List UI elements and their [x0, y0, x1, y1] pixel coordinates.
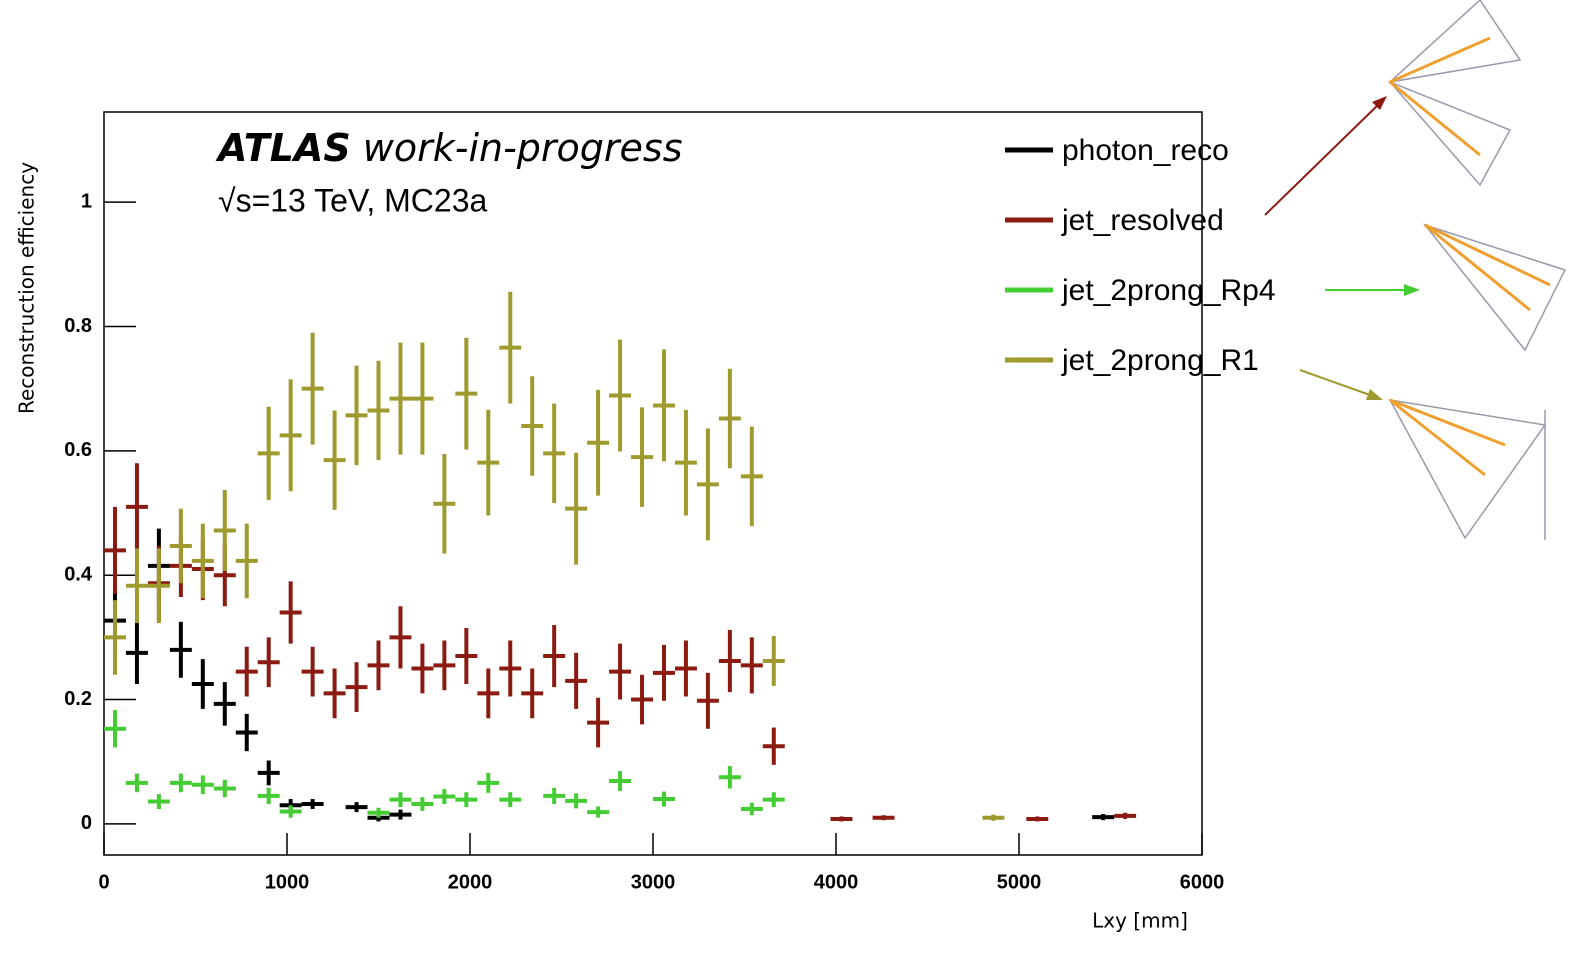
x-tick-label: 0	[98, 871, 109, 893]
title-rest: work-in-progress	[363, 126, 683, 170]
x-tick-label: 2000	[448, 871, 493, 893]
x-tick-label: 3000	[631, 871, 676, 893]
x-axis-label: Lxy [mm]	[1092, 909, 1188, 933]
legend-label: jet_2prong_R1	[1061, 344, 1259, 377]
legend-label: jet_resolved	[1061, 204, 1224, 237]
chart-title: ATLAS work-in-progress	[215, 126, 683, 170]
title-bold: ATLAS	[215, 126, 351, 170]
x-tick-label: 1000	[265, 871, 310, 893]
chart-subtitle: √s=13 TeV, MC23a	[218, 182, 488, 218]
x-tick-label: 5000	[997, 871, 1042, 893]
x-tick-label: 6000	[1180, 871, 1225, 893]
diagrams	[1264, 0, 1567, 540]
y-tick-label: 1	[81, 190, 92, 212]
y-tick-label: 0.6	[64, 439, 92, 461]
x-tick-label: 4000	[814, 871, 859, 893]
y-tick-label: 0.4	[64, 563, 93, 585]
y-axis-label: Reconstruction efficiency	[15, 162, 39, 414]
legend-label: photon_reco	[1062, 134, 1229, 167]
y-tick-label: 0.8	[64, 315, 92, 337]
y-tick-label: 0.2	[64, 688, 92, 710]
legend-label: jet_2prong_Rp4	[1061, 274, 1276, 307]
y-tick-label: 0	[81, 812, 92, 834]
